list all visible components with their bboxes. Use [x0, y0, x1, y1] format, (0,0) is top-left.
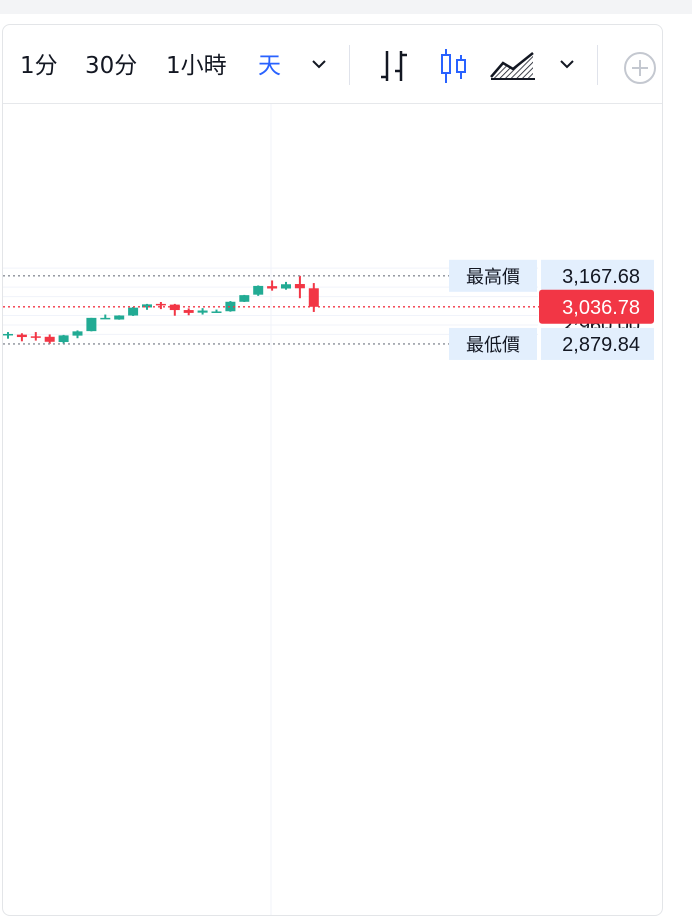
chart-card: 1分 30分 1小時 天	[2, 24, 663, 916]
candle[interactable]	[281, 281, 291, 290]
candle[interactable]	[72, 330, 83, 339]
timeframe-30min[interactable]: 30分	[85, 53, 138, 79]
candle-body	[128, 307, 139, 316]
candle[interactable]	[3, 332, 13, 339]
candle-body	[225, 301, 236, 312]
candle[interactable]	[197, 308, 208, 315]
candle-body	[86, 317, 97, 332]
candle-body	[253, 285, 264, 295]
timeframe-1hour[interactable]: 1小時	[166, 53, 227, 79]
toolbar-separator	[349, 45, 350, 85]
candle[interactable]	[16, 333, 27, 342]
current-price-value: 3,036.78	[562, 297, 640, 319]
candle-body	[58, 335, 69, 343]
candle[interactable]	[294, 275, 305, 299]
candle[interactable]	[142, 303, 152, 310]
candle-body	[183, 310, 194, 313]
candle[interactable]	[253, 285, 264, 296]
candle[interactable]	[183, 308, 194, 316]
candle[interactable]	[267, 280, 278, 291]
candle[interactable]	[114, 315, 125, 320]
candle-body	[211, 311, 222, 313]
low-label-bg	[449, 327, 537, 360]
chart-toolbar: 1分 30分 1小時 天	[3, 25, 662, 104]
area-icon[interactable]	[489, 49, 537, 81]
top-shade	[0, 0, 692, 14]
timeframe-1min[interactable]: 1分	[20, 53, 58, 79]
low-label: 最低價	[466, 335, 520, 356]
candle-body	[16, 334, 27, 338]
timeframe-day[interactable]: 天	[258, 53, 281, 79]
ohlc-bars-icon[interactable]	[379, 49, 409, 83]
low-value-bg	[541, 327, 654, 360]
toolbar-separator	[597, 45, 598, 85]
candle-body	[3, 333, 13, 336]
candle-body	[114, 315, 125, 320]
candle-body	[30, 336, 41, 338]
candle[interactable]	[169, 303, 180, 316]
chart-type-chevron-down-icon[interactable]	[559, 59, 575, 69]
candle[interactable]	[128, 306, 139, 316]
candle-body	[281, 284, 291, 289]
high-value-bg	[541, 259, 654, 292]
candle[interactable]	[86, 317, 97, 332]
candle-body	[142, 304, 152, 308]
high-label-bg	[449, 259, 537, 292]
candle-body	[72, 331, 83, 336]
candle-body	[308, 288, 319, 307]
candle-body	[239, 295, 250, 302]
candlestick-chart[interactable]: 3,160.003,040.003,200.003,120.003,080.00…	[3, 104, 662, 915]
timeframe-chevron-down-icon[interactable]	[311, 59, 327, 69]
candle[interactable]	[225, 301, 236, 312]
candle[interactable]	[211, 309, 222, 313]
candle[interactable]	[155, 302, 166, 310]
add-indicator-plus-icon[interactable]	[623, 51, 657, 85]
candles-icon[interactable]	[439, 47, 469, 85]
candle-body	[155, 303, 166, 306]
candle[interactable]	[100, 314, 111, 320]
high-label: 最高價	[466, 267, 520, 288]
candle-body	[294, 284, 305, 289]
candle[interactable]	[58, 334, 69, 344]
high-value: 3,167.68	[562, 266, 640, 288]
candle-body	[100, 317, 111, 320]
low-value: 2,879.84	[562, 334, 640, 356]
candle-body	[267, 286, 278, 289]
candle[interactable]	[30, 332, 41, 341]
candle-body	[197, 310, 208, 313]
candle-body	[44, 336, 55, 342]
current-price-tag	[539, 289, 654, 324]
candle[interactable]	[44, 334, 55, 344]
candle[interactable]	[239, 294, 250, 303]
